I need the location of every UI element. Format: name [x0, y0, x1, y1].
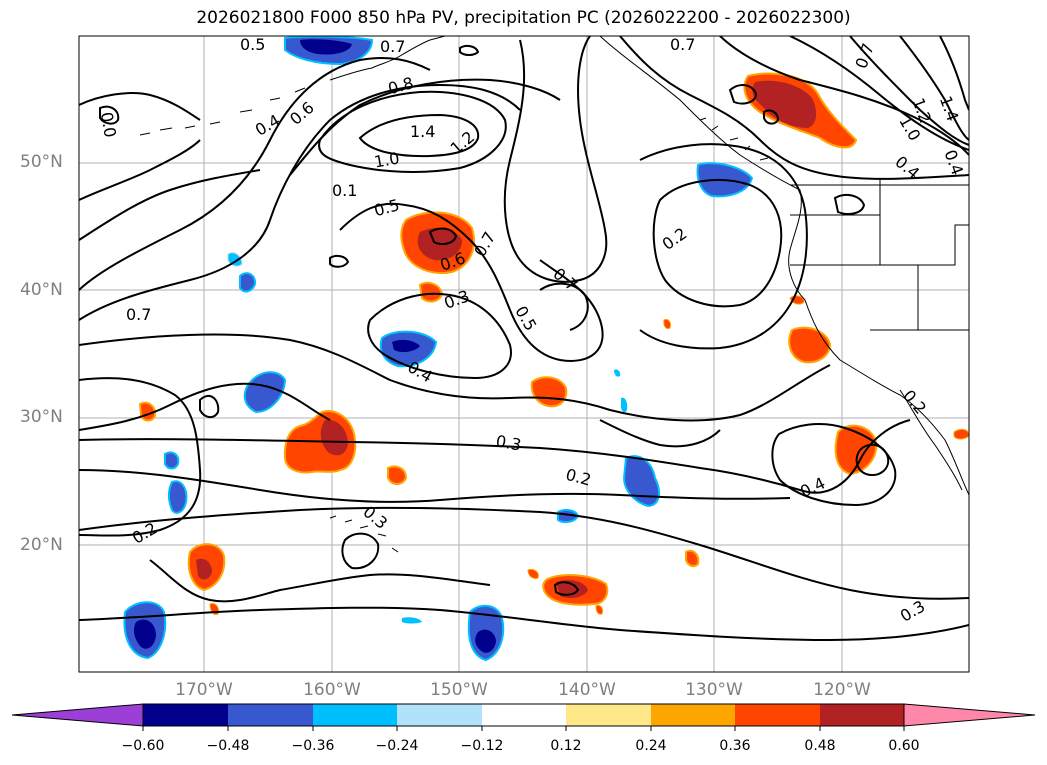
- neg-blob: [621, 397, 628, 413]
- gridlines: [79, 36, 969, 672]
- colorbar-segment: [566, 704, 651, 726]
- contour-label: 0.5: [240, 35, 265, 54]
- lon-label-170w: 170°W: [175, 680, 233, 700]
- alaska-coast: [329, 36, 446, 81]
- colorbar-tick-label: 0.36: [719, 738, 751, 754]
- colorbar-tick-label: 0.48: [804, 738, 836, 754]
- pv-contours: [79, 36, 969, 642]
- neg-blob: [300, 39, 352, 55]
- colorbar-segment: [313, 704, 397, 726]
- pos-blob: [527, 569, 539, 579]
- pos-blob: [387, 465, 408, 485]
- colorbar-segment: [143, 704, 228, 726]
- contour-label: 0.3: [897, 596, 929, 625]
- colorbar-segment: [228, 704, 313, 726]
- pos-blob: [418, 281, 444, 303]
- contour-label: 0.3: [359, 502, 391, 533]
- pos-blob: [752, 80, 817, 128]
- state-borders: [790, 180, 969, 331]
- neg-blob: [133, 619, 156, 649]
- colorbar-segment: [820, 704, 904, 726]
- neg-blob: [392, 339, 420, 353]
- pos-blob: [685, 549, 700, 568]
- contour-label: 1.4: [410, 122, 435, 141]
- north-america-coast: [599, 36, 969, 496]
- neg-blob: [475, 629, 496, 653]
- contour-label: 0.1: [332, 181, 357, 200]
- contour-label: 0.5: [372, 195, 402, 220]
- colorbar-tick-label: −0.48: [206, 738, 250, 754]
- colorbar-segment: [651, 704, 735, 726]
- contour-label: 0.2: [564, 465, 594, 490]
- colorbar-tick-label: 0.60: [888, 738, 920, 754]
- pos-blob: [320, 419, 348, 456]
- lon-label-150w: 150°W: [430, 680, 488, 700]
- lon-label-130w: 130°W: [685, 680, 743, 700]
- contour-label: 0.4: [797, 473, 828, 501]
- coastlines: [139, 36, 969, 553]
- contour-label: 0.7: [470, 228, 499, 260]
- contour-label: 0.7: [670, 35, 695, 54]
- contour-label: 0.7: [380, 37, 405, 56]
- neg-blob: [622, 455, 661, 508]
- neg-blob: [243, 371, 287, 414]
- contour-label: 0.0: [97, 111, 120, 139]
- lon-label-140w: 140°W: [558, 680, 616, 700]
- lat-label-40n: 40°N: [20, 280, 63, 300]
- pos-blob: [788, 326, 832, 364]
- colorbar-tick-label: −0.24: [375, 738, 419, 754]
- contour-label: 0.4: [252, 110, 284, 139]
- colorbar-tick-label: 0.12: [550, 738, 582, 754]
- map-frame: [78, 35, 970, 673]
- colorbar-segment: [482, 704, 566, 726]
- lon-label-160w: 160°W: [303, 680, 361, 700]
- neg-blob: [168, 480, 188, 514]
- map-title: 2026021800 F000 850 hPa PV, precipitatio…: [196, 8, 851, 28]
- contour-label: 0.7: [126, 305, 151, 324]
- pacific-nw-islands: [699, 117, 769, 161]
- contour-label: 1.0: [373, 148, 401, 171]
- contour-label: 0.7: [851, 41, 878, 71]
- contour-label: 0.6: [286, 98, 318, 129]
- colorbar-tick-label: −0.36: [291, 738, 335, 754]
- precipitation-shading: [123, 36, 969, 662]
- colorbar-tick-label: 0.24: [635, 738, 667, 754]
- colorbar-extend-high: [903, 703, 1036, 727]
- pos-blob: [953, 428, 969, 440]
- contour-label: 0.2: [659, 224, 691, 254]
- colorbar-tick-label: −0.60: [121, 738, 165, 754]
- hawaii: [329, 515, 399, 553]
- pos-blob: [196, 558, 212, 580]
- colorbar: [11, 703, 1036, 731]
- colorbar-extend-low: [11, 703, 144, 727]
- neg-blob: [614, 369, 621, 377]
- pos-blob: [556, 580, 588, 598]
- contour-label: 0.3: [494, 431, 522, 454]
- lat-label-30n: 30°N: [20, 407, 63, 427]
- colorbar-segment: [397, 704, 482, 726]
- lat-label-50n: 50°N: [20, 152, 63, 172]
- contour-label: 1.4: [936, 93, 963, 123]
- contour-label: 0.5: [511, 303, 540, 335]
- contour-label: 0.8: [386, 73, 416, 98]
- contour-label: 0.2: [899, 386, 930, 418]
- contour-label: 0.4: [941, 147, 968, 177]
- neg-blob: [164, 451, 180, 470]
- aleutian-islands: [139, 87, 306, 136]
- neg-blob: [239, 272, 257, 293]
- lon-label-120w: 120°W: [813, 680, 871, 700]
- lat-label-20n: 20°N: [20, 535, 63, 555]
- pos-blob: [663, 319, 671, 329]
- colorbar-segment: [735, 704, 820, 726]
- pos-blob: [530, 376, 568, 408]
- neg-blob: [402, 617, 422, 624]
- colorbar-tick-label: −0.12: [460, 738, 504, 754]
- baja-coast: [899, 389, 963, 491]
- pos-blob: [595, 605, 603, 615]
